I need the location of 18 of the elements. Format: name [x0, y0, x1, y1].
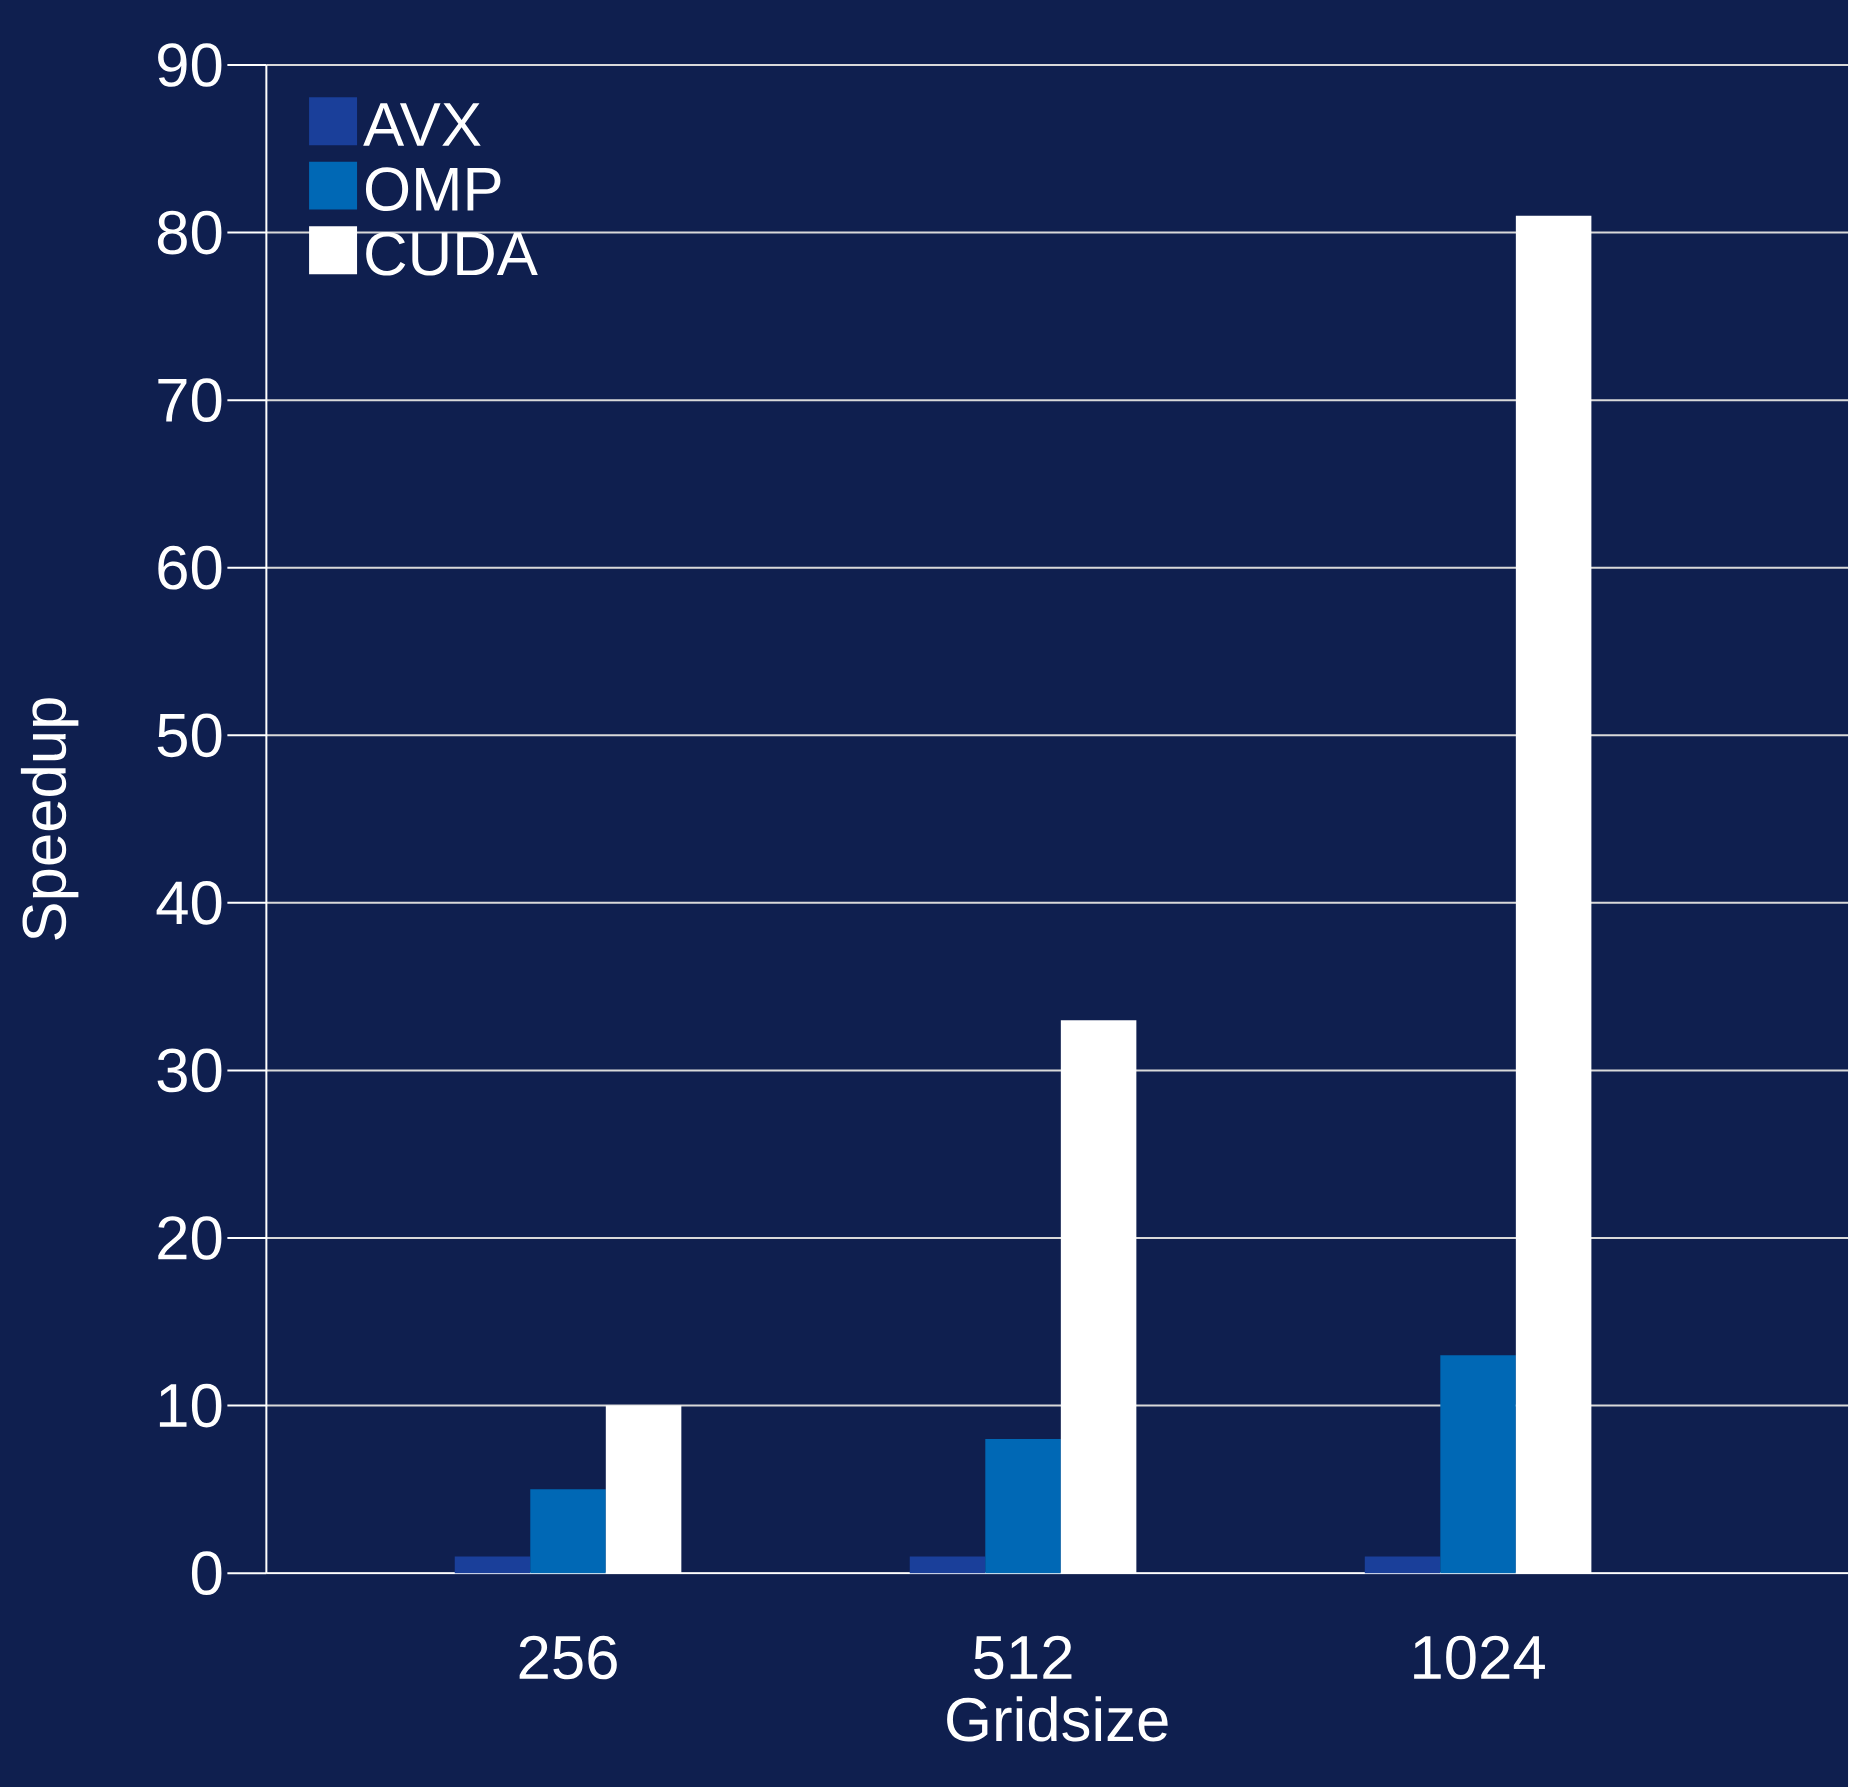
y-tick-label: 70	[158, 378, 222, 422]
x-tick-label: 1024	[1414, 1635, 1545, 1680]
x-tick-label: 256	[519, 1635, 617, 1680]
y-tick-label: 40	[156, 880, 222, 925]
y-tick-label: 0	[191, 1551, 222, 1595]
x-tick-label: 512	[974, 1635, 1072, 1680]
y-tick-label: 20	[158, 1216, 222, 1260]
y-axis-title: Speedup	[20, 698, 79, 940]
y-tick-label: 80	[157, 210, 222, 255]
y-tick-label: 60	[158, 545, 222, 590]
y-tick-label: 30	[157, 1048, 222, 1093]
legend-label: OMP	[365, 167, 501, 212]
legend-label: AVX	[363, 103, 481, 146]
x-axis-title: Gridsize	[947, 1696, 1168, 1742]
y-tick-label: 90	[158, 43, 222, 87]
y-tick-label: 50	[157, 713, 222, 758]
legend-label: CUDA	[366, 231, 538, 276]
y-tick-label: 10	[159, 1383, 222, 1428]
